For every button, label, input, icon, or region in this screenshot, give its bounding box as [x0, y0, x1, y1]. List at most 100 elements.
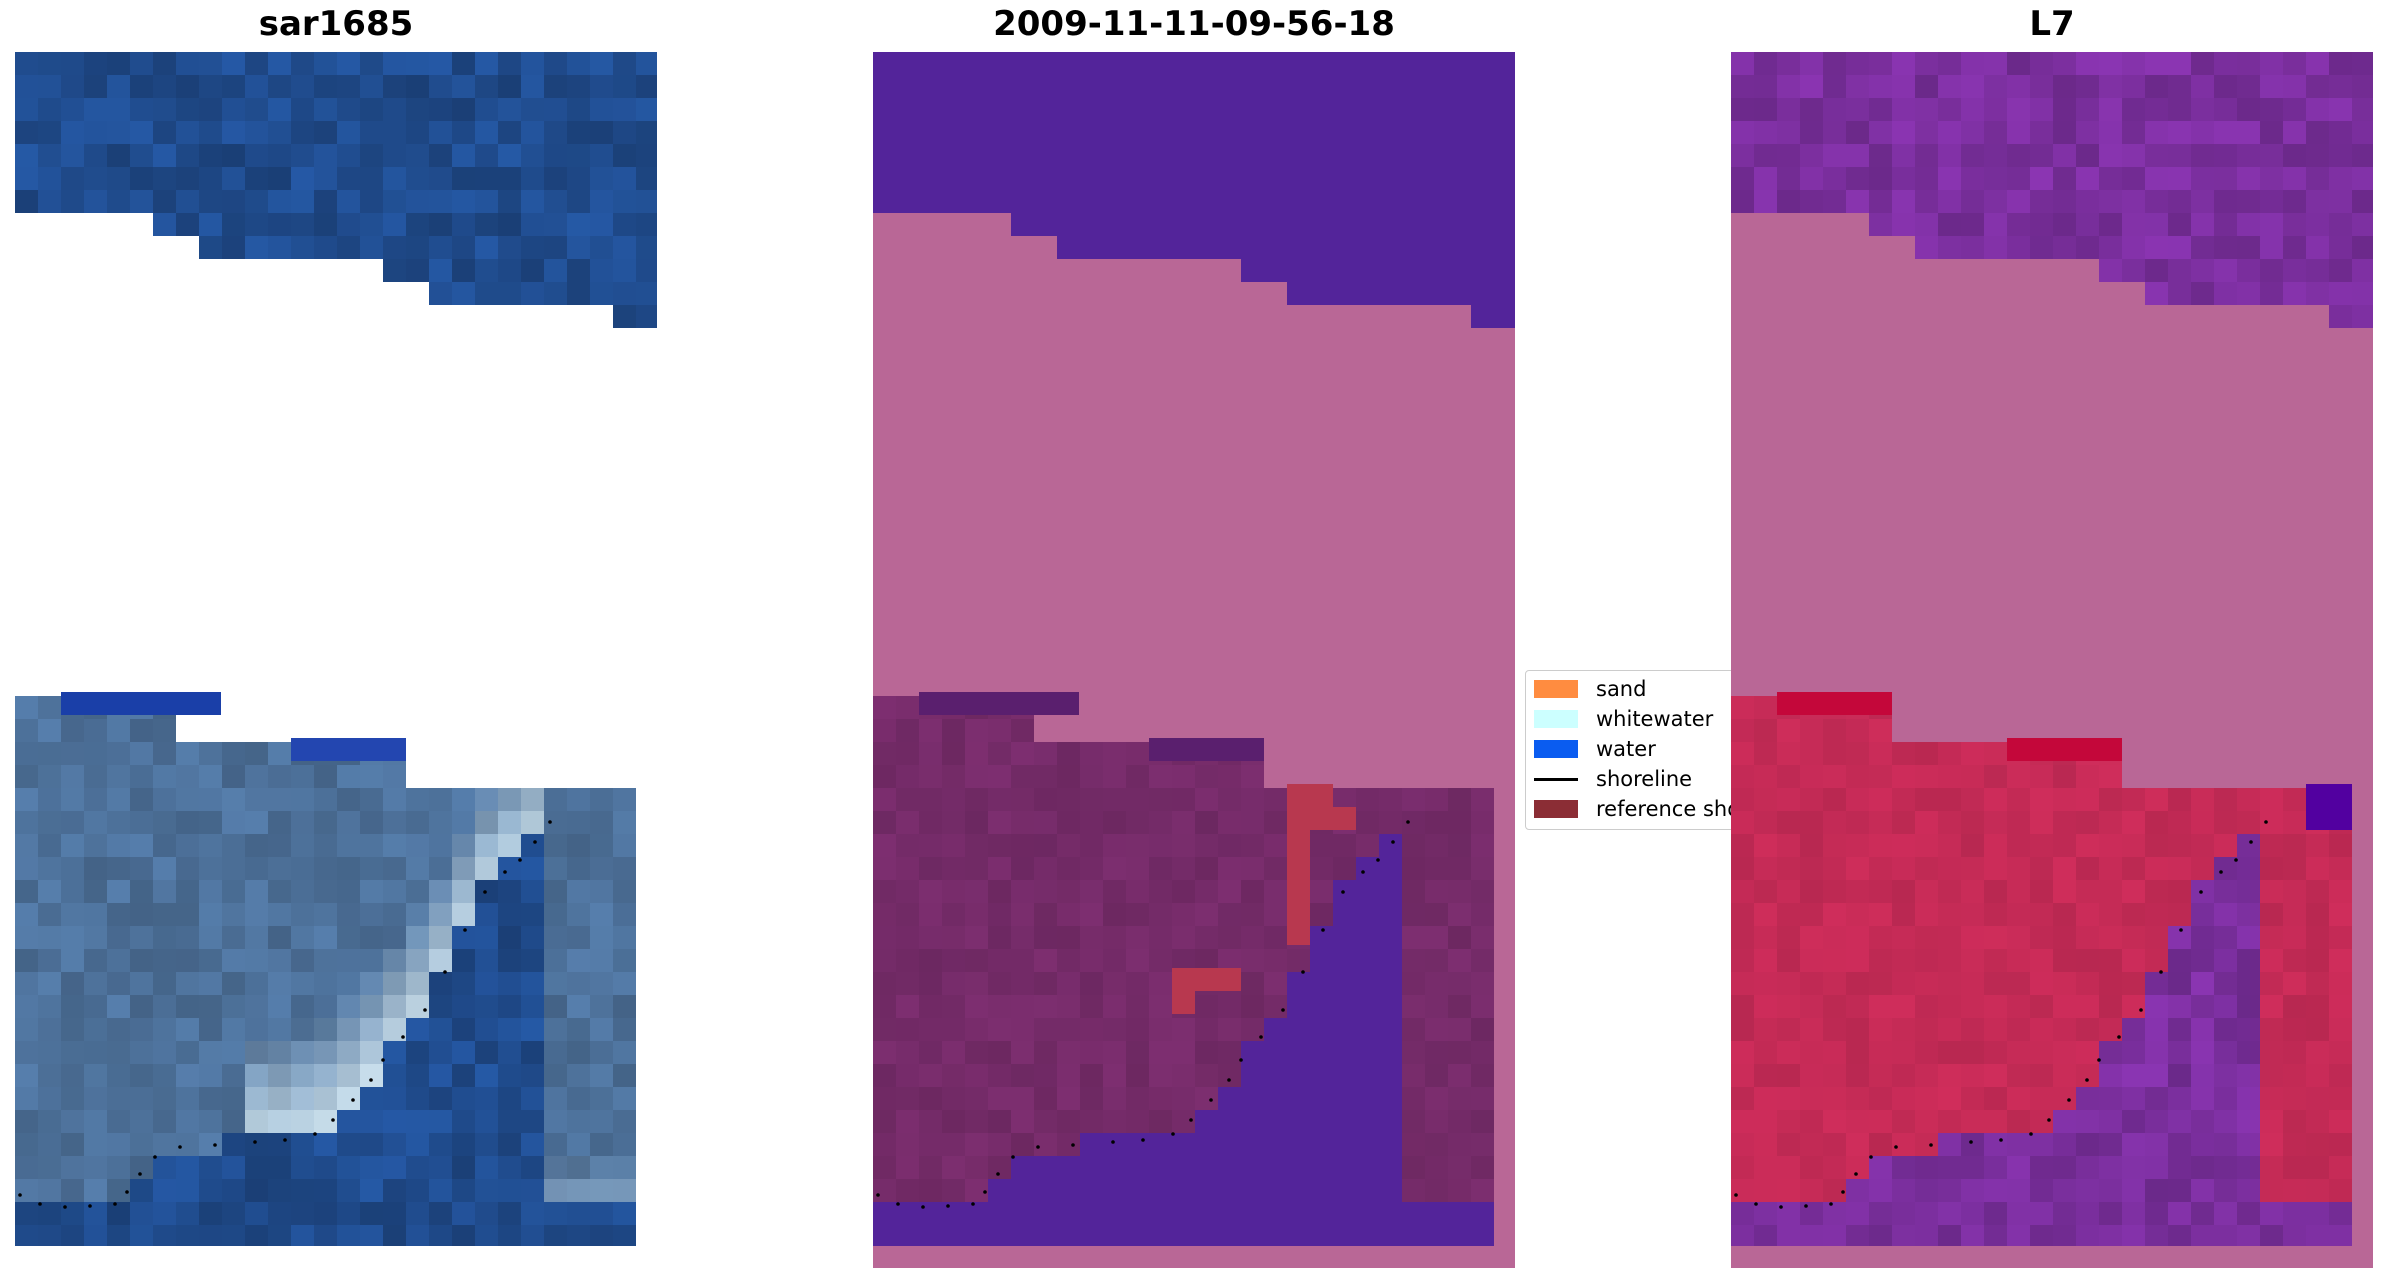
rgb-pixel [498, 926, 521, 949]
land-cell [942, 903, 965, 926]
rgb-pixel [452, 903, 475, 926]
rgb-pixel [452, 926, 475, 949]
water-cell [1034, 1202, 1057, 1225]
land-cell [1034, 811, 1057, 834]
rgb-pixel [61, 811, 84, 834]
water-cell [1241, 1087, 1264, 1110]
rgb-pixel [38, 144, 61, 167]
land-cell [1218, 765, 1241, 788]
land-cell [1402, 1133, 1425, 1156]
water-cell [919, 1202, 942, 1225]
water-cell [1149, 1202, 1172, 1225]
rgb-pixel [222, 1179, 245, 1202]
sand-cell [1287, 784, 1310, 807]
water-cell [1356, 926, 1379, 949]
water-cell [1034, 1225, 1057, 1246]
rgb-pixel [498, 811, 521, 834]
rgb-pixel [475, 857, 498, 880]
legend-item-sand: sand [1534, 675, 1646, 703]
rgb-pixel [314, 857, 337, 880]
rgb-pixel [84, 949, 107, 972]
land-cell [1448, 1179, 1471, 1202]
land-cell [1471, 1087, 1494, 1110]
rgb-pixel [38, 167, 61, 190]
land-cell [942, 1156, 965, 1179]
rgb-pixel [521, 972, 544, 995]
water-cell [1080, 52, 1103, 259]
land-cell [873, 1087, 896, 1110]
rgb-pixel [15, 995, 38, 1018]
land-cell [1057, 765, 1080, 788]
rgb-pixel [521, 1064, 544, 1087]
land-cell [919, 857, 942, 880]
rgb-pixel [199, 1179, 222, 1202]
rgb-pixel [498, 1018, 521, 1041]
rgb-pixel [590, 190, 613, 213]
rgb-pixel [61, 903, 84, 926]
rgb-pixel [268, 1041, 291, 1064]
water-cell [1333, 1202, 1356, 1225]
rgb-pixel [107, 1225, 130, 1246]
rgb-pixel [498, 834, 521, 857]
water-cell [873, 1202, 896, 1225]
rgb-pixel [153, 1202, 176, 1225]
rgb-pixel [38, 1156, 61, 1179]
rgb-pixel [268, 995, 291, 1018]
land-cell [873, 972, 896, 995]
land-cell [1195, 857, 1218, 880]
land-cell [1149, 811, 1172, 834]
land-cell [1034, 1018, 1057, 1041]
sand-cell [1333, 807, 1356, 830]
rgb-pixel [636, 75, 657, 98]
rgb-pixel [544, 1110, 567, 1133]
rgb-pixel [452, 167, 475, 190]
rgb-pixel [84, 1156, 107, 1179]
rgb-pixel [383, 1110, 406, 1133]
rgb-pixel [38, 719, 61, 742]
rgb-pixel [176, 788, 199, 811]
rgb-pixel [567, 75, 590, 98]
rgb-pixel [590, 857, 613, 880]
rgb-pixel [544, 213, 567, 236]
rgb-pixel [498, 1202, 521, 1225]
rgb-pixel [199, 121, 222, 144]
classified-image-panel [873, 52, 1515, 1268]
rgb-pixel [61, 788, 84, 811]
rgb-pixel [521, 98, 544, 121]
land-cell [1011, 972, 1034, 995]
land-cell [1149, 1041, 1172, 1064]
land-cell [1218, 995, 1241, 1018]
rgb-shoreline-point [313, 1132, 317, 1136]
rgb-pixel [337, 972, 360, 995]
rgb-pixel [153, 1087, 176, 1110]
water-cell [1333, 1225, 1356, 1246]
rgb-pixel [268, 880, 291, 903]
rgb-pixel [130, 190, 153, 213]
rgb-pixel [429, 259, 452, 282]
water-cell [1333, 1110, 1356, 1133]
land-cell [965, 1110, 988, 1133]
rgb-pixel [613, 236, 636, 259]
rgb-pixel [337, 1064, 360, 1087]
land-cell [1402, 857, 1425, 880]
rgb-pixel [360, 1018, 383, 1041]
land-cell [896, 880, 919, 903]
land-cell [1402, 788, 1425, 811]
water-cell [1264, 1064, 1287, 1087]
rgb-pixel [383, 167, 406, 190]
rgb-pixel [153, 1133, 176, 1156]
water-cell [942, 1225, 965, 1246]
land-cell [919, 788, 942, 811]
rgb-pixel [176, 765, 199, 788]
water-cell [1425, 52, 1448, 305]
land-cell [965, 742, 988, 765]
rgb-pixel [130, 788, 153, 811]
water-cell [1264, 1133, 1287, 1156]
rgb-pixel [84, 1202, 107, 1225]
land-cell [896, 1133, 919, 1156]
rgb-pixel [590, 1018, 613, 1041]
rgb-pixel [383, 1064, 406, 1087]
rgb-pixel [222, 190, 245, 213]
water-cell [1264, 1110, 1287, 1133]
rgb-pixel [291, 949, 314, 972]
